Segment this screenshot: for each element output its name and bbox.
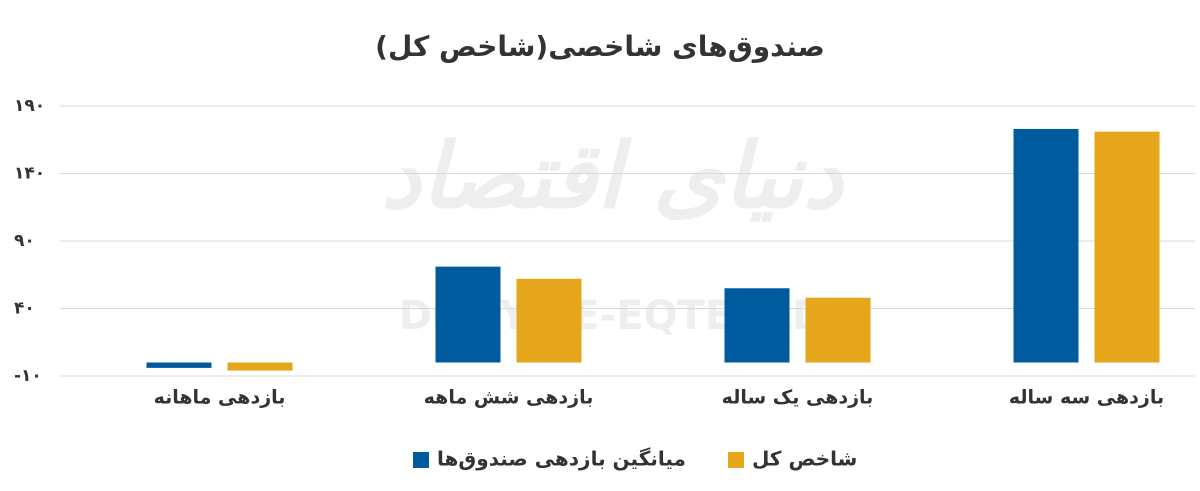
bar bbox=[724, 288, 790, 363]
bar bbox=[516, 278, 582, 363]
x-tick-label: بازدهی شش ماهه bbox=[424, 387, 594, 409]
bar bbox=[146, 362, 212, 368]
legend-label: میانگین بازدهی صندوق‌ها bbox=[437, 447, 686, 471]
x-tick-label: بازدهی ماهانه bbox=[154, 387, 286, 409]
bar bbox=[227, 362, 293, 371]
y-tick-label: ۱۹۰ bbox=[14, 96, 45, 116]
legend-label: شاخص کل bbox=[752, 447, 857, 471]
legend-swatch bbox=[413, 452, 429, 468]
bar bbox=[1013, 128, 1079, 363]
y-tick-label: -۱۰ bbox=[14, 366, 42, 386]
x-tick-label: بازدهی یک ساله bbox=[722, 387, 874, 409]
bar bbox=[805, 297, 871, 363]
x-tick-label: بازدهی سه ساله bbox=[1009, 387, 1164, 409]
bar bbox=[435, 266, 501, 363]
watermark-logo: دنیای اقتصاد bbox=[381, 124, 845, 229]
chart-title: صندوق‌های شاخصی(شاخص کل) bbox=[375, 30, 825, 63]
bar bbox=[1094, 131, 1160, 363]
y-tick-label: ۴۰ bbox=[14, 299, 35, 319]
y-tick-label: ۹۰ bbox=[14, 231, 35, 251]
legend-swatch bbox=[728, 452, 744, 468]
y-tick-label: ۱۴۰ bbox=[14, 164, 45, 184]
